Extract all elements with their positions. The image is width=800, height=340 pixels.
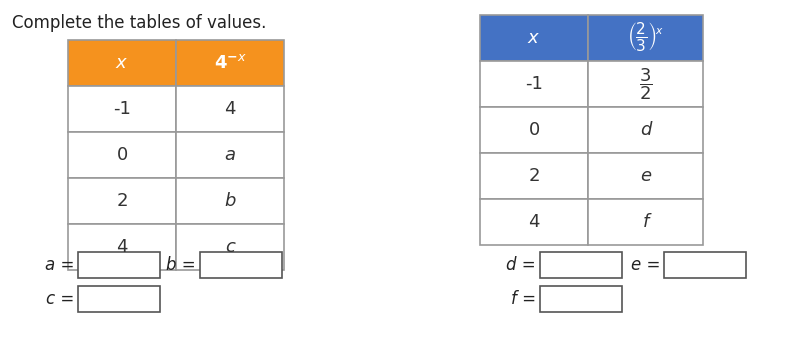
Bar — [68, 86, 176, 132]
Text: -1: -1 — [113, 100, 131, 118]
Bar — [480, 107, 588, 153]
Text: 0: 0 — [116, 146, 128, 164]
Bar — [664, 252, 746, 278]
Text: $\mathit{x}$: $\mathit{x}$ — [527, 29, 541, 47]
Text: 4: 4 — [528, 213, 540, 231]
Bar — [68, 132, 176, 178]
Text: $\mathbf{4^{-\mathit{x}}}$: $\mathbf{4^{-\mathit{x}}}$ — [214, 54, 246, 72]
Bar — [588, 107, 703, 153]
Bar — [176, 224, 284, 270]
Bar — [78, 286, 160, 312]
Text: a =: a = — [45, 256, 74, 274]
Text: -1: -1 — [525, 75, 543, 93]
Text: e: e — [640, 167, 651, 185]
Bar — [200, 252, 282, 278]
Bar — [588, 199, 703, 245]
Text: Complete the tables of values.: Complete the tables of values. — [12, 14, 266, 32]
Bar — [68, 224, 176, 270]
Text: e =: e = — [630, 256, 660, 274]
Bar — [588, 15, 703, 61]
Bar — [588, 153, 703, 199]
Bar — [68, 178, 176, 224]
Bar — [68, 40, 176, 86]
Text: 4: 4 — [116, 238, 128, 256]
Text: $\left(\dfrac{2}{3}\right)^{\!\mathit{x}}$: $\left(\dfrac{2}{3}\right)^{\!\mathit{x}… — [627, 19, 664, 52]
Text: b: b — [224, 192, 236, 210]
Bar — [176, 132, 284, 178]
Bar — [176, 178, 284, 224]
Text: 2: 2 — [528, 167, 540, 185]
Bar — [78, 252, 160, 278]
Bar — [176, 86, 284, 132]
Bar — [540, 252, 622, 278]
Bar — [480, 15, 588, 61]
Text: b =: b = — [166, 256, 196, 274]
Bar — [588, 61, 703, 107]
Bar — [176, 40, 284, 86]
Text: c: c — [225, 238, 235, 256]
Text: d =: d = — [506, 256, 536, 274]
Text: f: f — [642, 213, 649, 231]
Text: 4: 4 — [224, 100, 236, 118]
Text: d: d — [640, 121, 651, 139]
Text: $\mathit{x}$: $\mathit{x}$ — [115, 54, 129, 72]
Text: a: a — [225, 146, 235, 164]
Text: c =: c = — [46, 290, 74, 308]
Bar — [540, 286, 622, 312]
Text: f =: f = — [511, 290, 536, 308]
Bar — [480, 61, 588, 107]
Text: 2: 2 — [116, 192, 128, 210]
Bar — [480, 153, 588, 199]
Bar — [480, 199, 588, 245]
Text: 0: 0 — [528, 121, 540, 139]
Text: $\dfrac{3}{2}$: $\dfrac{3}{2}$ — [638, 66, 652, 102]
